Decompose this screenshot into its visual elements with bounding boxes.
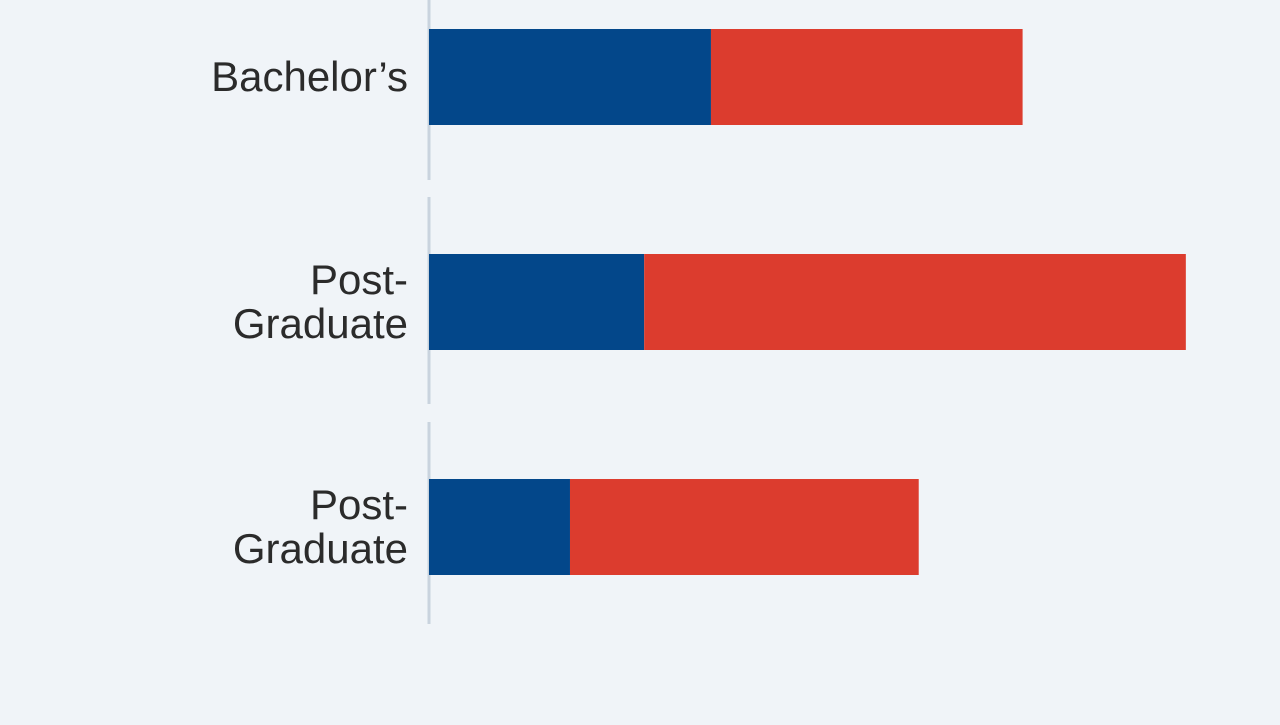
- category-label: Bachelor’s: [211, 53, 408, 100]
- bar-segment-blue: [429, 479, 570, 575]
- category-label: Post-Graduate: [233, 481, 408, 572]
- bar-segment-red: [644, 254, 1186, 350]
- bar-segment-blue: [429, 29, 711, 125]
- bar-segment-red: [569, 479, 919, 575]
- category-label: Post-Graduate: [233, 256, 408, 347]
- bar-segment-blue: [429, 254, 645, 350]
- bars: [429, 29, 1186, 575]
- category-labels: Bachelor’s Post-Graduate Post-Graduate: [211, 53, 408, 572]
- bar-segment-red: [710, 29, 1023, 125]
